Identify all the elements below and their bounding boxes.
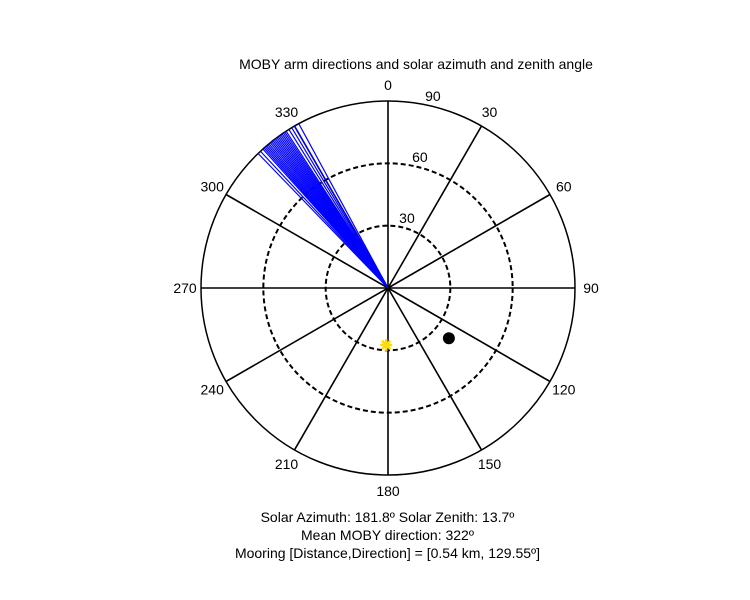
azimuth-label-270: 270 <box>173 280 197 296</box>
spoke-30 <box>387 125 483 289</box>
azimuth-label-240: 240 <box>201 382 225 398</box>
chart-title: MOBY arm directions and solar azimuth an… <box>239 56 593 72</box>
arm-line-24 <box>298 123 389 289</box>
markers <box>380 332 455 351</box>
solar-annotation: Solar Azimuth: 181.8º Solar Zenith: 13.7… <box>260 509 515 525</box>
sun-marker <box>380 338 393 351</box>
azimuth-label-30: 30 <box>482 104 498 120</box>
spoke-300 <box>225 193 389 289</box>
mooring-marker <box>442 332 455 345</box>
radial-label-60: 60 <box>412 149 428 165</box>
mooring-annotation: Mooring [Distance,Direction] = [0.54 km,… <box>234 545 541 561</box>
spoke-150 <box>387 287 483 451</box>
mean-direction-annotation: Mean MOBY direction: 322º <box>301 527 474 543</box>
radial-label-30: 30 <box>399 210 415 226</box>
azimuth-label-120: 120 <box>552 382 576 398</box>
radial-label-90: 90 <box>425 88 441 104</box>
moby-arm-lines <box>257 123 389 289</box>
spoke-210 <box>293 287 389 451</box>
azimuth-label-300: 300 <box>201 179 225 195</box>
arm-line-23 <box>293 125 389 289</box>
azimuth-label-60: 60 <box>556 179 572 195</box>
azimuth-label-330: 330 <box>275 104 299 120</box>
azimuth-label-0: 0 <box>384 77 392 93</box>
azimuth-label-210: 210 <box>275 456 299 472</box>
azimuth-label-180: 180 <box>376 483 400 499</box>
spoke-120 <box>387 287 551 383</box>
spoke-240 <box>225 287 389 383</box>
azimuth-label-150: 150 <box>478 456 502 472</box>
sun-core <box>382 341 390 349</box>
spoke-60 <box>387 193 551 289</box>
azimuth-label-90: 90 <box>583 280 599 296</box>
tick-labels: 0 30 60 90 120 150 180 210 240 270 300 330 30 60 90 <box>173 77 599 499</box>
